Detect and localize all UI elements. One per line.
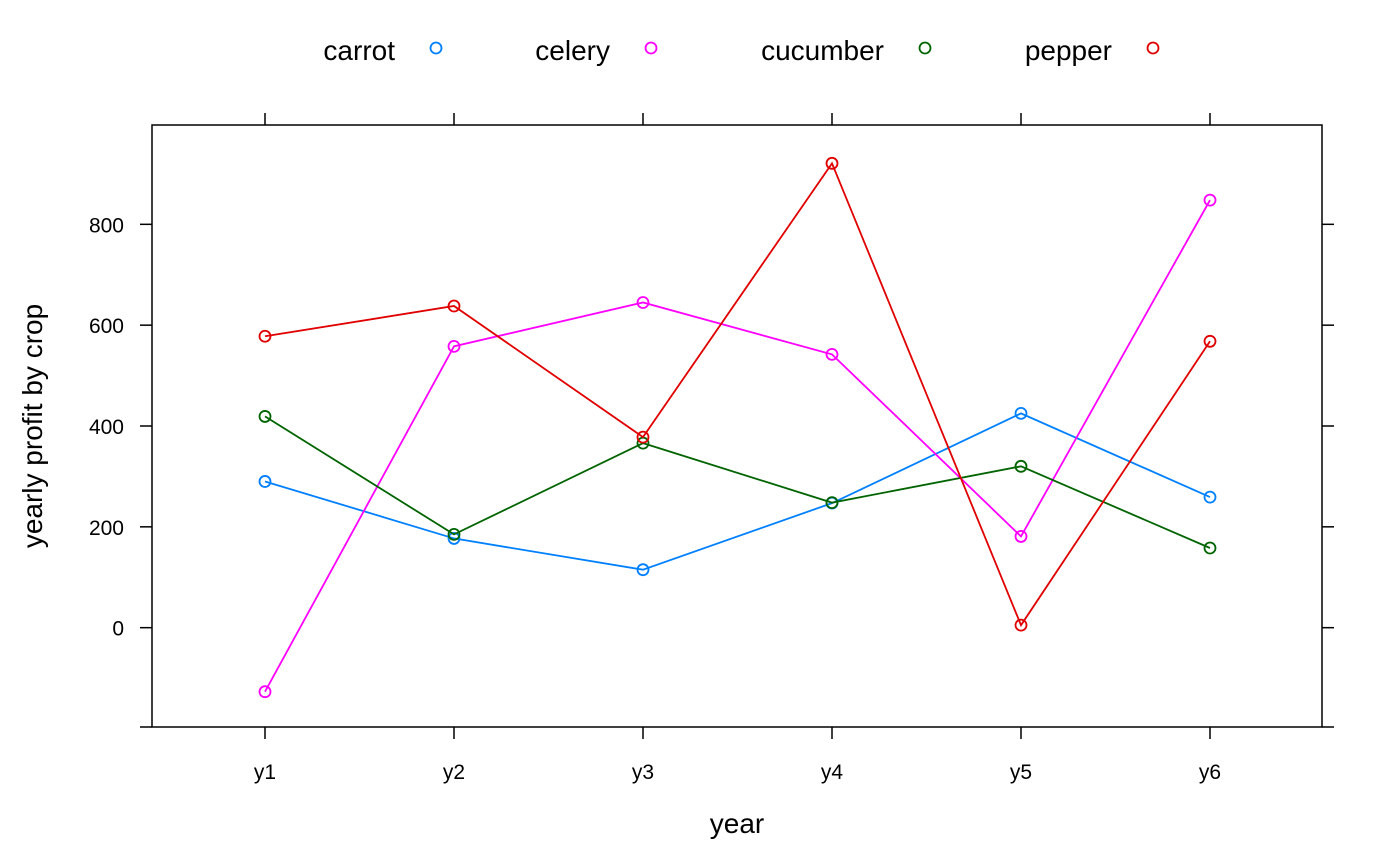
data-point-celery: [447, 339, 461, 353]
data-point-carrot: [1014, 406, 1028, 420]
data-point-cucumber: [1203, 541, 1217, 555]
data-point-celery: [636, 296, 650, 309]
series-carrot: [258, 406, 1217, 577]
data-point-cucumber: [825, 496, 839, 510]
data-point-pepper: [636, 430, 650, 444]
legend-label-celery: celery: [535, 35, 610, 66]
data-point-cucumber: [447, 528, 461, 541]
x-tick-label: y2: [443, 761, 465, 784]
legend-marker-celery: [644, 41, 658, 55]
series-celery: [258, 193, 1217, 699]
y-tick-label: 400: [89, 416, 124, 439]
x-tick-label: y6: [1199, 761, 1221, 784]
y-tick-label: 800: [89, 214, 124, 237]
data-point-pepper: [1014, 618, 1028, 632]
data-point-pepper: [1203, 334, 1217, 348]
data-point-celery: [258, 685, 272, 699]
data-point-celery: [1203, 193, 1217, 207]
legend-label-cucumber: cucumber: [761, 35, 884, 66]
series-line-celery: [264, 199, 1211, 693]
x-axis-title: year: [710, 808, 764, 839]
legend-marker-cucumber: [918, 41, 932, 55]
axis-ticks: y1 y2 y3 y4 y5 y6 0 200 400 600 800: [89, 113, 1334, 784]
x-tick-label: y5: [1010, 761, 1032, 784]
y-axis-title: yearly profit by crop: [17, 304, 48, 548]
x-tick-label: y3: [632, 761, 654, 784]
x-tick-label: y1: [254, 761, 276, 784]
series-line-pepper: [264, 161, 1211, 628]
data-point-celery: [1014, 530, 1028, 543]
series-pepper: [258, 156, 1217, 632]
legend-marker-pepper: [1146, 41, 1160, 55]
data-point-pepper: [825, 156, 839, 170]
legend-marker-carrot: [429, 41, 443, 55]
legend: carrot celery cucumber pepper: [323, 35, 1160, 66]
y-tick-label: 0: [112, 618, 124, 641]
series-cucumber: [258, 410, 1217, 555]
data-point-pepper: [258, 329, 272, 343]
series-line-carrot: [264, 412, 1211, 571]
data-point-cucumber: [1014, 459, 1028, 473]
y-tick-label: 600: [89, 315, 124, 338]
y-tick-label: 200: [89, 517, 124, 540]
legend-label-pepper: pepper: [1025, 35, 1112, 66]
data-point-carrot: [1203, 490, 1217, 504]
data-point-carrot: [447, 532, 461, 545]
x-tick-label: y4: [821, 761, 844, 784]
series-group: [258, 156, 1217, 699]
legend-label-carrot: carrot: [323, 35, 395, 66]
series-line-cucumber: [264, 415, 1211, 549]
data-point-carrot: [258, 475, 272, 488]
data-point-carrot: [636, 563, 650, 577]
data-point-celery: [825, 348, 839, 361]
data-point-cucumber: [258, 410, 272, 423]
plot-frame: [151, 124, 1323, 728]
data-point-pepper: [447, 299, 461, 313]
